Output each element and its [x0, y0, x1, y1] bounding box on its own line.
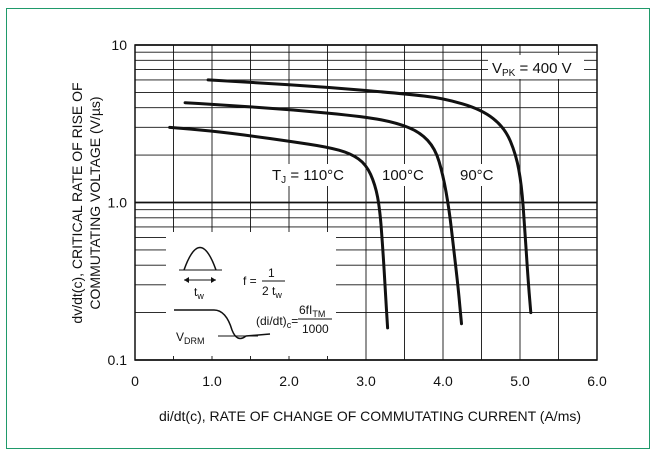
series-label-110: TJ = 110°C: [272, 167, 344, 186]
freq-lhs: f =: [243, 274, 257, 288]
label-bg-90: [458, 164, 498, 186]
x-tick-label: 3.0: [356, 373, 376, 389]
series-line-0: [168, 125, 390, 330]
vpk-annotation-box: [488, 55, 584, 79]
pulse-waveform-icon: [183, 247, 217, 271]
x-tick-label: 5.0: [510, 373, 530, 389]
y-tick-label: 1.0: [108, 195, 128, 211]
y-tick-label: 10: [111, 37, 127, 53]
series-label-90: 90°C: [460, 167, 494, 184]
tw-label: tw: [194, 285, 204, 301]
didt-lhs: (di/dt)c=: [256, 314, 298, 330]
x-tick-label: 6.0: [587, 373, 607, 389]
freq-denominator: 2 tw: [262, 284, 282, 300]
vdrm-label: VDRM: [176, 330, 205, 346]
figure-frame: [6, 8, 650, 449]
series-line-2: [206, 78, 533, 315]
y-axis-label-line1: dv/dt(c), CRITICAL RATE OF RISE OF: [69, 82, 85, 323]
didt-denominator: 1000: [302, 322, 329, 336]
grid: [134, 44, 598, 361]
series-line-1: [183, 101, 463, 326]
plot-border: [134, 44, 598, 361]
freq-numerator: 1: [268, 266, 275, 280]
didt-numerator: 6fITM: [299, 303, 325, 319]
y-tick-label: 0.1: [108, 352, 128, 368]
x-tick-label: 0: [131, 373, 139, 389]
commutation-waveform-icon: [174, 309, 271, 340]
x-tick-label: 2.0: [279, 373, 299, 389]
vpk-annotation: VPK = 400 V: [492, 60, 572, 79]
series-label-100: 100°C: [382, 167, 424, 184]
x-tick-label: 1.0: [202, 373, 222, 389]
inset: tw f = 1 2 tw VDRM (di/dt)c= 6fITM 1000: [166, 232, 336, 356]
curves: [168, 78, 533, 330]
label-bg-100: [380, 164, 428, 186]
tick-labels: 0 1.0 2.0 3.0 4.0 5.0 6.0 0.1 1.0 10: [108, 37, 607, 389]
label-bg-110: [270, 164, 350, 186]
x-axis-label: di/dt(c), RATE OF CHANGE OF COMMUTATING …: [159, 408, 581, 424]
y-axis-label-line2: COMMUTATING VOLTAGE (V/µs): [87, 96, 103, 309]
x-tick-label: 4.0: [433, 373, 453, 389]
